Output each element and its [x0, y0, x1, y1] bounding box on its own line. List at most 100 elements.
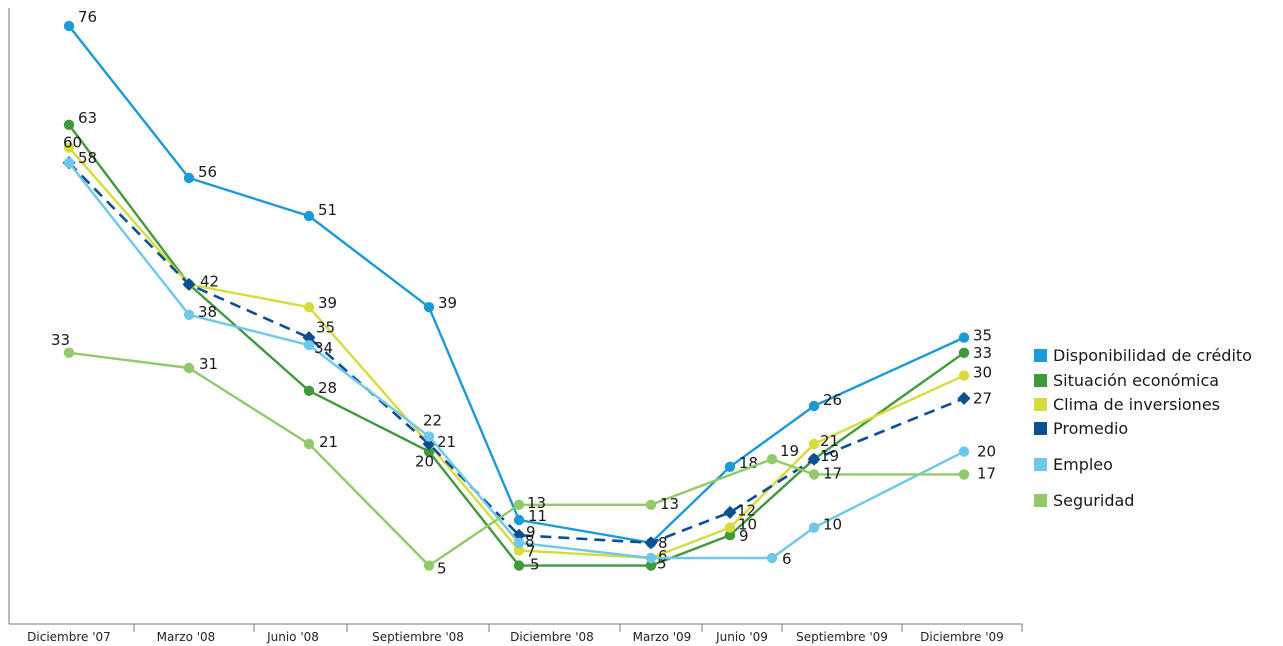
- data-label-clima-de-inversiones-5: 6: [658, 547, 668, 565]
- legend-item-seguridad: Seguridad: [1034, 491, 1134, 510]
- data-label-promedio-6: 12: [737, 501, 756, 519]
- marker-promedio-marzo-08-1: [182, 277, 196, 291]
- legend-swatch-situacion-economica: [1034, 374, 1047, 387]
- marker-empleo-marzo-09-5: [645, 552, 657, 564]
- data-label-disponibilidad-de-credito-2: 51: [318, 201, 337, 219]
- legend-swatch-empleo: [1034, 458, 1047, 471]
- legend-label-situacion-economica: Situación económica: [1053, 371, 1219, 390]
- marker-clima-de-inversiones-diciembre-08-4: [513, 545, 525, 556]
- marker-clima-de-inversiones-diciembre-09-8: [958, 370, 970, 381]
- marker-seguridad-septiembre-09-7: [808, 469, 820, 480]
- data-label-clima-de-inversiones-4: 7: [526, 542, 536, 560]
- data-label-empleo-8: 20: [977, 443, 996, 461]
- x-tick-label-diciembre-07: Diciembre '07: [27, 630, 111, 644]
- legend-item-situacion-economica: Situación económica: [1034, 371, 1219, 390]
- marker-promedio-marzo-09-5: [644, 536, 658, 550]
- data-label-clima-de-inversiones-8: 30: [973, 364, 992, 382]
- marker-empleo-diciembre-08-4: [513, 537, 525, 548]
- data-label-promedio-2: 35: [316, 319, 335, 337]
- marker-disponibilidad-de-credito-septiembre-09-7: [808, 400, 820, 412]
- legend-item-clima-de-inversiones: Clima de inversiones: [1034, 395, 1220, 414]
- data-label-empleo-7: 10: [823, 516, 842, 534]
- marker-promedio-diciembre-09-8: [957, 391, 971, 405]
- marker-clima-de-inversiones-diciembre-07-0: [63, 142, 75, 153]
- series-promedio: 42 35 21 9 12 19 27: [62, 156, 992, 550]
- data-label-disponibilidad-de-credito-0: 76: [78, 8, 97, 26]
- series-seguridad: 33 31 21 5 13 13 19 17 17: [51, 331, 996, 578]
- marker-situacion-economica-marzo-09-5: [645, 560, 657, 571]
- marker-situacion-economica-junio-08-2: [303, 385, 315, 396]
- marker-empleo-diciembre-09-8: [958, 446, 970, 457]
- marker-seguridad-septiembre-09-6: [766, 454, 778, 465]
- data-label-situacion-economica-8: 33: [973, 344, 992, 362]
- marker-disponibilidad-de-credito-junio-09-6: [724, 461, 736, 472]
- data-label-disponibilidad-de-credito-8: 35: [973, 327, 992, 345]
- marker-empleo-septiembre-08-3: [423, 431, 435, 442]
- chart-axes: [8, 8, 1023, 632]
- data-label-seguridad-4: 13: [527, 494, 546, 512]
- legend-item-promedio: Promedio: [1034, 419, 1128, 438]
- marker-situacion-economica-junio-09-6: [724, 530, 736, 541]
- x-tick-label-marzo-09: Marzo '09: [633, 630, 692, 644]
- marker-promedio-junio-09-6: [723, 505, 737, 519]
- marker-disponibilidad-de-credito-diciembre-09-8: [958, 332, 970, 343]
- legend-item-disponibilidad-de-credito: Disponibilidad de crédito: [1034, 346, 1252, 365]
- marker-empleo-marzo-08-1: [183, 309, 195, 320]
- data-label-seguridad-1: 31: [199, 355, 218, 373]
- data-label-seguridad-7: 17: [823, 464, 842, 482]
- data-label-seguridad-5: 13: [660, 495, 679, 513]
- marker-seguridad-marzo-09-5: [645, 499, 657, 510]
- marker-clima-de-inversiones-septiembre-09-7: [808, 438, 820, 450]
- data-label-empleo-2: 34: [314, 339, 333, 357]
- data-label-situacion-economica-0: 63: [78, 109, 97, 127]
- marker-disponibilidad-de-credito-junio-08-2: [303, 210, 315, 222]
- data-label-seguridad-8: 17: [977, 464, 996, 482]
- data-label-situacion-economica-4: 5: [530, 556, 540, 574]
- data-label-promedio-1: 42: [200, 272, 219, 290]
- data-label-situacion-economica-5: 5: [657, 555, 667, 573]
- legend: Disponibilidad de crédito Situación econó…: [1034, 346, 1252, 510]
- legend-swatch-disponibilidad-de-credito: [1034, 349, 1047, 362]
- marker-empleo-septiembre-09-6: [766, 552, 778, 564]
- series-line-situacion-economica: [68, 124, 965, 567]
- data-label-disponibilidad-de-credito-5: 8: [658, 534, 668, 552]
- data-label-clima-de-inversiones-2: 39: [318, 294, 337, 312]
- marker-seguridad-marzo-08-1: [183, 362, 195, 374]
- data-label-seguridad-3: 5: [437, 560, 447, 578]
- x-tick-label-diciembre-08: Diciembre '08: [510, 630, 594, 644]
- data-label-empleo-1: 38: [198, 303, 217, 321]
- marker-situacion-economica-diciembre-09-8: [958, 347, 970, 358]
- x-tick-label-junio-08: Junio '08: [266, 630, 319, 644]
- data-label-situacion-economica-2: 28: [318, 379, 337, 397]
- marker-seguridad-junio-08-2: [303, 438, 315, 450]
- marker-disponibilidad-de-credito-diciembre-08-4: [513, 514, 525, 526]
- data-label-disponibilidad-de-credito-1: 56: [198, 163, 217, 181]
- data-label-seguridad-6: 19: [780, 442, 799, 460]
- data-label-situacion-economica-6: 9: [739, 527, 749, 545]
- marker-promedio-septiembre-09-7: [807, 452, 821, 466]
- data-label-empleo-0: 58: [78, 149, 97, 167]
- data-label-empleo-4: 8: [525, 532, 535, 550]
- data-label-clima-de-inversiones-6: 10: [738, 516, 757, 534]
- marker-seguridad-diciembre-07-0: [63, 347, 75, 358]
- x-tick-label-septiembre-09: Septiembre '09: [796, 630, 888, 644]
- legend-swatch-seguridad: [1034, 494, 1047, 507]
- x-tick-label-septiembre-08: Septiembre '08: [372, 630, 464, 644]
- marker-seguridad-diciembre-09-8: [958, 469, 970, 480]
- legend-label-empleo: Empleo: [1053, 455, 1113, 474]
- marker-seguridad-diciembre-08-4: [513, 499, 525, 510]
- legend-item-empleo: Empleo: [1034, 455, 1113, 474]
- legend-label-promedio: Promedio: [1053, 419, 1128, 438]
- data-label-situacion-economica-3: 20: [415, 453, 434, 471]
- legend-label-clima-de-inversiones: Clima de inversiones: [1053, 395, 1220, 414]
- marker-disponibilidad-de-credito-septiembre-08-3: [423, 302, 435, 313]
- legend-label-disponibilidad-de-credito: Disponibilidad de crédito: [1053, 346, 1252, 365]
- series-line-promedio: [68, 161, 965, 545]
- data-label-clima-de-inversiones-7: 21: [820, 432, 839, 450]
- data-label-promedio-4: 9: [526, 523, 536, 541]
- data-label-promedio-8: 27: [973, 389, 992, 407]
- marker-empleo-diciembre-07-0: [63, 157, 75, 168]
